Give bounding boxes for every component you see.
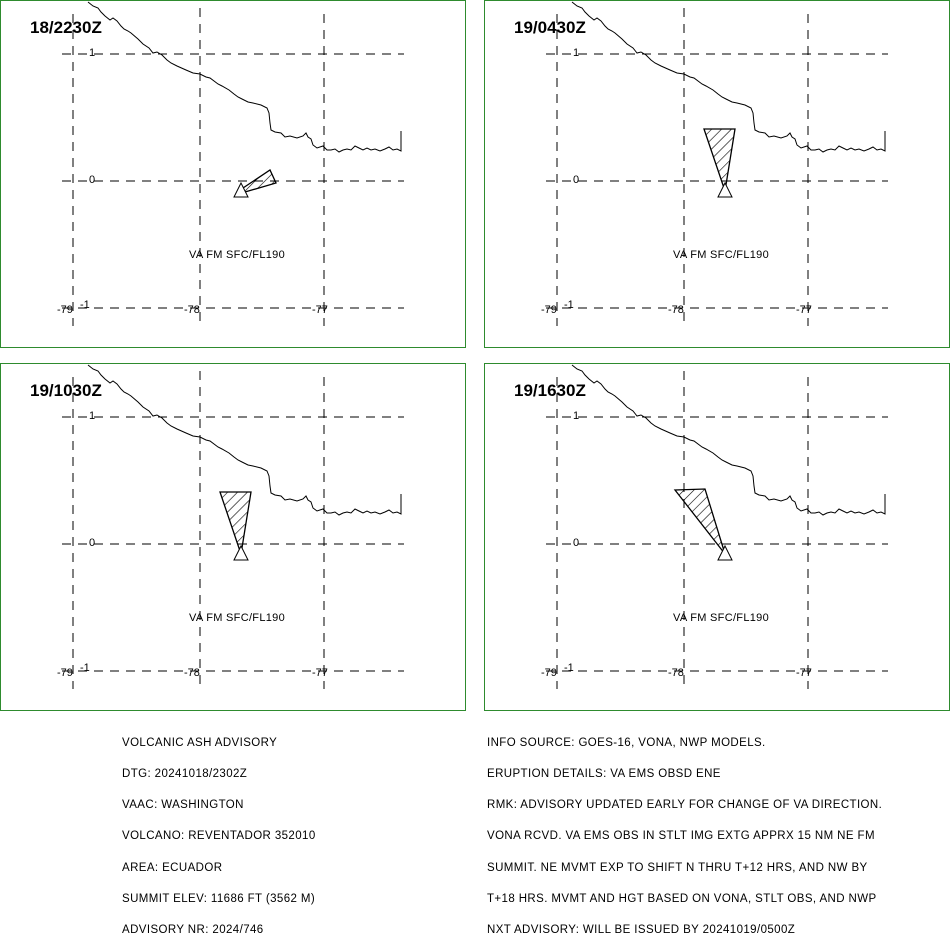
- lat-label: 1: [573, 410, 580, 422]
- lon-label: -77: [312, 304, 328, 316]
- lat-label: -1: [80, 299, 90, 311]
- advisory-line: VOLCANO: REVENTADOR 352010: [122, 830, 316, 843]
- forecast-panel-t12: 19/1030Z VA FM SFC/FL190 1 0 -1 -79 -78 -77: [0, 363, 466, 711]
- lon-label: -78: [184, 667, 200, 679]
- coastline: [571, 364, 886, 516]
- graticule: [546, 371, 888, 689]
- advisory-line: ADVISORY NR: 2024/746: [122, 924, 264, 937]
- lat-label: 1: [89, 47, 96, 59]
- advisory-line: VONA RCVD. VA EMS OBS IN STLT IMG EXTG A…: [487, 830, 875, 843]
- lon-label: -79: [57, 304, 73, 316]
- lat-label: -1: [564, 662, 574, 674]
- lat-label: -1: [564, 299, 574, 311]
- graticule: [546, 8, 888, 326]
- panel-border: [0, 0, 466, 348]
- forecast-time-label: 19/0430Z: [514, 18, 586, 37]
- lon-label: -77: [796, 667, 812, 679]
- ash-cloud-polygon: [673, 488, 726, 555]
- coastline: [571, 1, 886, 153]
- lon-label: -79: [541, 304, 557, 316]
- graticule: [62, 371, 404, 689]
- forecast-time-label: 19/1630Z: [514, 381, 586, 400]
- graticule: [62, 8, 404, 326]
- forecast-time-label: 19/1030Z: [30, 381, 102, 400]
- ash-level-label: VA FM SFC/FL190: [189, 249, 285, 261]
- lon-label: -78: [668, 667, 684, 679]
- advisory-line: SUMMIT ELEV: 11686 FT (3562 M): [122, 892, 316, 905]
- advisory-line: VAAC: WASHINGTON: [122, 799, 244, 812]
- ash-level-label: VA FM SFC/FL190: [189, 612, 285, 624]
- forecast-panel-t6: 19/0430Z VA FM SFC/FL190 1 0 -1 -79 -78 -77: [484, 0, 950, 348]
- advisory-header-text: VOLCANIC ASH ADVISORY DTG: 20241018/2302…: [122, 717, 316, 946]
- advisory-line: RMK: ADVISORY UPDATED EARLY FOR CHANGE O…: [487, 799, 883, 812]
- map-canvas: [546, 364, 888, 689]
- advisory-line: VOLCANIC ASH ADVISORY: [122, 736, 278, 749]
- lon-label: -79: [541, 667, 557, 679]
- advisory-line: DTG: 20241018/2302Z: [122, 768, 248, 781]
- lat-label: -1: [80, 662, 90, 674]
- ash-level-label: VA FM SFC/FL190: [673, 612, 769, 624]
- advisory-remarks-text: INFO SOURCE: GOES-16, VONA, NWP MODELS. …: [487, 717, 882, 946]
- forecast-panel-t18: 19/1630Z VA FM SFC/FL190 1 0 -1 -79 -78 -77: [484, 363, 950, 711]
- lon-label: -78: [668, 304, 684, 316]
- lon-label: -77: [796, 304, 812, 316]
- volcano-triangle-icon: [233, 544, 249, 561]
- map-canvas: [62, 1, 404, 326]
- ash-level-label: VA FM SFC/FL190: [673, 249, 769, 261]
- advisory-line: ERUPTION DETAILS: VA EMS OBSD ENE: [487, 768, 721, 781]
- advisory-line: SUMMIT. NE MVMT EXP TO SHIFT N THRU T+12…: [487, 861, 868, 874]
- advisory-line: AREA: ECUADOR: [122, 861, 223, 874]
- advisory-line: INFO SOURCE: GOES-16, VONA, NWP MODELS.: [487, 736, 766, 749]
- coastline: [87, 1, 402, 153]
- ash-cloud-polygon: [703, 128, 736, 192]
- lat-label: 1: [89, 410, 96, 422]
- volcano-triangle-icon: [717, 181, 733, 198]
- advisory-line: T+18 HRS. MVMT AND HGT BASED ON VONA, ST…: [487, 892, 877, 905]
- lat-label: 0: [89, 537, 96, 549]
- lat-label: 1: [573, 47, 580, 59]
- ash-cloud-polygon: [219, 491, 252, 555]
- volcano-triangle-icon: [717, 544, 733, 561]
- lat-label: 0: [573, 537, 580, 549]
- forecast-panel-t0: 18/2230Z VA FM SFC/FL190 1 0 -1 -79 -78 -77: [0, 0, 466, 348]
- volcano-triangle-icon: [233, 181, 249, 198]
- lat-label: 0: [573, 174, 580, 186]
- lon-label: -77: [312, 667, 328, 679]
- lon-label: -78: [184, 304, 200, 316]
- panel-border: [0, 363, 466, 711]
- lat-label: 0: [89, 174, 96, 186]
- map-canvas: [546, 1, 888, 326]
- coastline: [87, 364, 402, 516]
- map-canvas: [62, 364, 404, 689]
- advisory-line: NXT ADVISORY: WILL BE ISSUED BY 20241019…: [487, 924, 796, 937]
- ash-cloud-polygon: [242, 169, 277, 193]
- forecast-time-label: 18/2230Z: [30, 18, 102, 37]
- lon-label: -79: [57, 667, 73, 679]
